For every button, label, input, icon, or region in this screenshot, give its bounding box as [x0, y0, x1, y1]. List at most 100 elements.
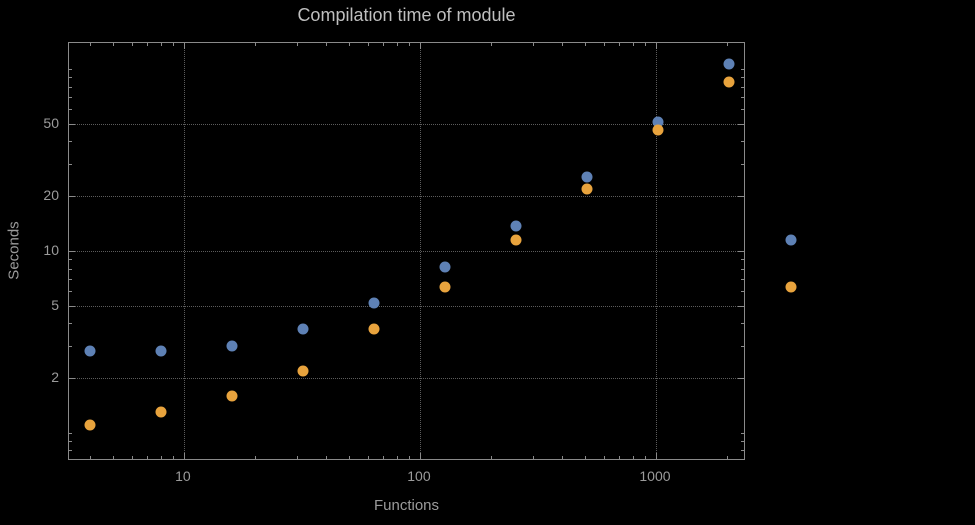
data-point-series-blue	[368, 297, 380, 309]
x-tick-mark	[112, 456, 114, 459]
x-axis-label: Functions	[373, 497, 440, 514]
y-tick-mark	[69, 450, 72, 452]
data-point-series-orange	[226, 390, 238, 402]
data-point-series-blue	[155, 345, 167, 357]
x-tick-mark	[727, 456, 728, 459]
y-tick-mark	[69, 305, 75, 307]
x-tick-mark	[633, 456, 635, 459]
y-tick-mark	[69, 291, 72, 293]
x-tick-mark	[383, 43, 385, 46]
y-tick-mark	[738, 196, 744, 198]
y-tick-mark	[69, 141, 72, 143]
y-tick-mark	[741, 69, 744, 70]
x-tick-mark	[584, 456, 586, 459]
data-point-series-orange	[84, 419, 96, 431]
y-tick-label: 50	[43, 114, 59, 131]
y-tick-mark	[741, 279, 744, 281]
y-tick-mark	[69, 77, 72, 79]
x-tick-mark	[147, 43, 149, 46]
x-tick-mark	[183, 43, 185, 49]
x-tick-mark	[254, 456, 256, 459]
y-tick-mark	[741, 450, 744, 452]
x-tick-mark	[367, 456, 369, 459]
x-tick-mark	[490, 43, 492, 46]
x-tick-mark	[490, 456, 492, 459]
x-tick-mark	[147, 456, 149, 459]
y-tick-label: 10	[43, 241, 59, 258]
y-tick-mark	[741, 109, 744, 111]
y-tick-mark	[69, 109, 72, 111]
y-tick-mark	[69, 123, 75, 125]
y-tick-mark	[741, 291, 744, 293]
y-tick-mark	[741, 346, 744, 348]
x-tick-label: 1000	[639, 468, 671, 484]
x-tick-mark	[326, 43, 327, 46]
data-point-series-orange	[581, 183, 593, 195]
x-tick-mark	[348, 456, 350, 459]
x-tick-mark	[397, 456, 399, 459]
x-tick-mark	[584, 43, 586, 46]
x-tick-mark	[397, 43, 399, 46]
x-tick-label: 10	[175, 468, 191, 484]
x-tick-mark	[89, 43, 91, 46]
data-point-series-blue	[652, 116, 664, 128]
y-gridline	[69, 123, 744, 125]
y-tick-mark	[741, 441, 744, 443]
x-tick-mark	[173, 456, 175, 459]
x-tick-mark	[619, 456, 621, 459]
y-tick-mark	[69, 279, 72, 281]
x-tick-mark	[655, 453, 657, 459]
x-tick-mark	[89, 456, 91, 459]
x-tick-label: 100	[407, 468, 431, 484]
x-tick-mark	[383, 456, 385, 459]
x-tick-mark	[619, 43, 621, 46]
x-tick-mark	[348, 43, 350, 46]
y-tick-mark	[741, 141, 744, 143]
x-tick-mark	[633, 43, 635, 46]
y-tick-mark	[69, 432, 72, 434]
data-point-series-blue	[226, 340, 238, 352]
y-tick-label: 5	[51, 296, 59, 313]
plot-area	[68, 42, 745, 460]
x-tick-mark	[161, 456, 163, 459]
y-tick-mark	[69, 86, 72, 88]
y-tick-mark	[741, 164, 744, 166]
x-tick-mark	[727, 43, 728, 46]
x-tick-mark	[645, 43, 647, 46]
x-tick-mark	[419, 453, 421, 459]
x-tick-mark	[409, 456, 411, 459]
y-tick-mark	[738, 123, 744, 125]
y-tick-mark	[69, 69, 72, 70]
y-gridline	[69, 378, 744, 380]
x-tick-mark	[254, 43, 256, 46]
y-tick-mark	[741, 77, 744, 79]
x-tick-mark	[326, 456, 327, 459]
y-gridline	[69, 196, 744, 198]
y-tick-mark	[69, 323, 72, 325]
data-point-series-orange	[439, 281, 451, 293]
x-tick-mark	[131, 456, 133, 459]
x-tick-mark	[532, 43, 534, 46]
y-tick-mark	[741, 432, 744, 434]
data-point-series-blue	[581, 171, 593, 183]
x-tick-mark	[603, 43, 605, 46]
y-tick-label: 2	[51, 369, 59, 386]
x-tick-mark	[131, 43, 133, 46]
data-point-series-orange	[723, 76, 735, 88]
x-tick-mark	[419, 43, 421, 49]
x-tick-mark	[655, 43, 657, 49]
x-tick-mark	[296, 43, 298, 46]
x-tick-mark	[409, 43, 411, 46]
y-tick-label: 20	[43, 187, 59, 204]
data-point-series-blue	[84, 345, 96, 357]
y-tick-mark	[69, 250, 75, 252]
x-tick-mark	[173, 43, 175, 46]
x-tick-mark	[112, 43, 114, 46]
data-point-series-orange	[652, 124, 664, 136]
x-tick-mark	[562, 43, 564, 46]
x-tick-mark	[603, 456, 605, 459]
data-point-series-orange	[368, 323, 380, 335]
y-tick-mark	[69, 268, 72, 270]
x-tick-mark	[296, 456, 298, 459]
